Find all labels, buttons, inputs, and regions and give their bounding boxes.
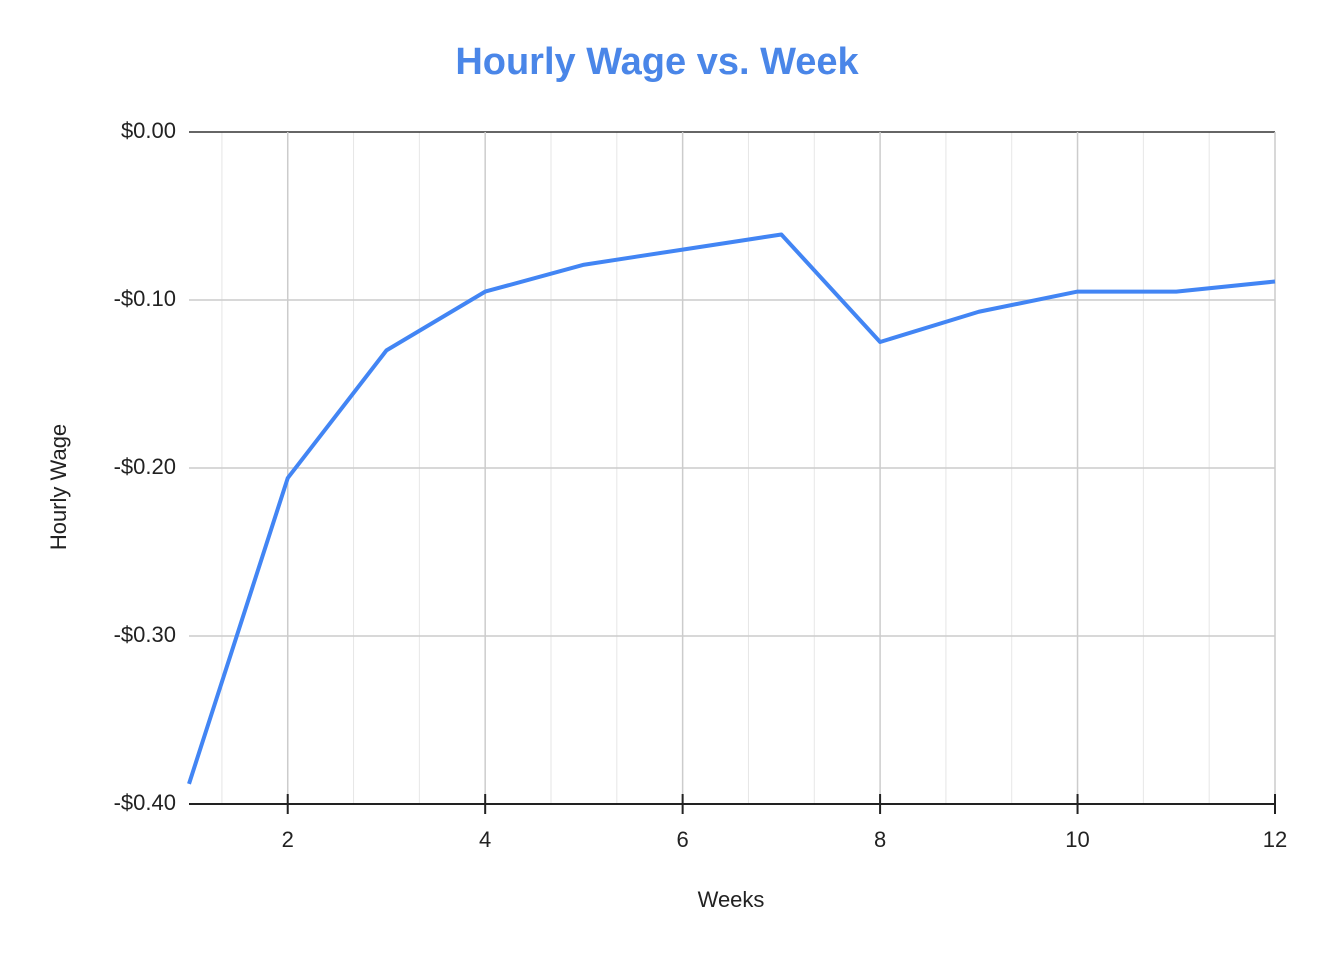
x-tick-label: 12	[1263, 827, 1287, 852]
x-tick-label: 10	[1065, 827, 1089, 852]
chart-title: Hourly Wage vs. Week	[455, 41, 859, 83]
y-tick-label: -$0.20	[114, 454, 176, 479]
y-tick-label: -$0.30	[114, 622, 176, 647]
x-tick-label: 6	[677, 827, 689, 852]
y-axis-label: Hourly Wage	[46, 424, 71, 550]
y-tick-label: -$0.10	[114, 286, 176, 311]
y-tick-label: $0.00	[121, 118, 176, 143]
x-tick-label: 8	[874, 827, 886, 852]
y-tick-label: -$0.40	[114, 790, 176, 815]
data-line	[187, 232, 1276, 785]
x-axis-label: Weeks	[698, 887, 765, 912]
x-tick-label: 4	[479, 827, 491, 852]
x-tick-label: 2	[282, 827, 294, 852]
